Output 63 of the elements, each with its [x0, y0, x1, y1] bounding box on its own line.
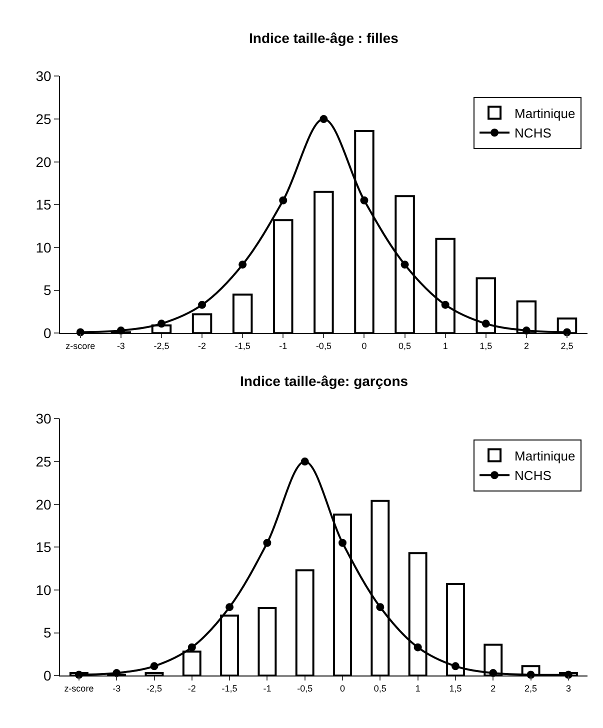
point	[263, 538, 272, 547]
y-tick-label: 10	[36, 582, 52, 598]
chart-title: Indice taille-âge : filles	[249, 30, 399, 46]
x-tick-label: 0	[340, 683, 346, 694]
x-tick-label: -3	[116, 340, 125, 351]
x-tick-label: z-score	[64, 683, 94, 694]
x-tick-label: -2	[188, 683, 196, 694]
legend-label: Martinique	[514, 448, 576, 464]
x-tick-label: 1,5	[480, 340, 492, 351]
x-tick-label: 0	[362, 340, 367, 351]
x-tick-label: 1	[442, 340, 448, 351]
x-tick-label: z-score	[66, 340, 96, 351]
x-tick-label: 2,5	[524, 683, 538, 694]
legend-label: Martinique	[514, 106, 576, 121]
point	[451, 662, 460, 670]
point	[360, 196, 368, 204]
legend-label: NCHS	[514, 126, 552, 141]
x-tick-label: -1	[279, 340, 288, 351]
point	[441, 300, 450, 309]
y-tick-label: 10	[36, 239, 52, 256]
point	[157, 320, 166, 328]
x-tick-label: 0,5	[398, 340, 412, 351]
point	[320, 115, 328, 124]
point	[338, 538, 347, 547]
y-tick-label: 15	[36, 196, 52, 213]
y-tick-label: 30	[36, 68, 52, 84]
x-tick-label: 2,5	[560, 340, 574, 351]
point	[482, 320, 490, 328]
y-tick-label: 20	[36, 496, 52, 512]
x-tick-label: -1,5	[222, 683, 238, 694]
y-tick-label: 30	[36, 410, 52, 427]
y-tick-label: 25	[36, 453, 52, 470]
chart-title: Indice taille-âge: garçons	[240, 373, 408, 389]
x-tick-label: 0,5	[374, 683, 386, 694]
point	[238, 260, 247, 269]
x-tick-label: 1	[415, 683, 420, 694]
point	[150, 662, 158, 670]
x-tick-label: -2,5	[154, 340, 170, 351]
y-tick-label: 25	[36, 110, 52, 127]
point	[400, 260, 409, 269]
y-tick-label: 5	[44, 282, 52, 298]
y-tick-label: 5	[44, 624, 52, 641]
y-tick-label: 20	[36, 154, 52, 170]
x-tick-label: 2	[524, 340, 529, 351]
x-tick-label: 2	[490, 683, 496, 694]
point	[300, 458, 309, 466]
x-tick-label: -2,5	[146, 683, 162, 694]
point	[226, 603, 234, 612]
x-tick-label: -1	[263, 683, 272, 694]
point	[188, 643, 196, 652]
x-tick-label: 1,5	[449, 683, 462, 694]
legend-label: NCHS	[514, 468, 552, 484]
point	[376, 603, 384, 612]
x-tick-label: -0,5	[316, 340, 332, 351]
x-tick-label: -0,5	[297, 683, 313, 694]
x-tick-label: -2	[198, 340, 206, 351]
x-tick-label: -1,5	[234, 340, 250, 351]
y-tick-label: 15	[36, 539, 52, 556]
point	[279, 196, 288, 204]
point	[198, 300, 206, 309]
point	[414, 643, 422, 652]
x-tick-label: -3	[112, 683, 121, 694]
x-tick-label: 3	[566, 683, 571, 694]
